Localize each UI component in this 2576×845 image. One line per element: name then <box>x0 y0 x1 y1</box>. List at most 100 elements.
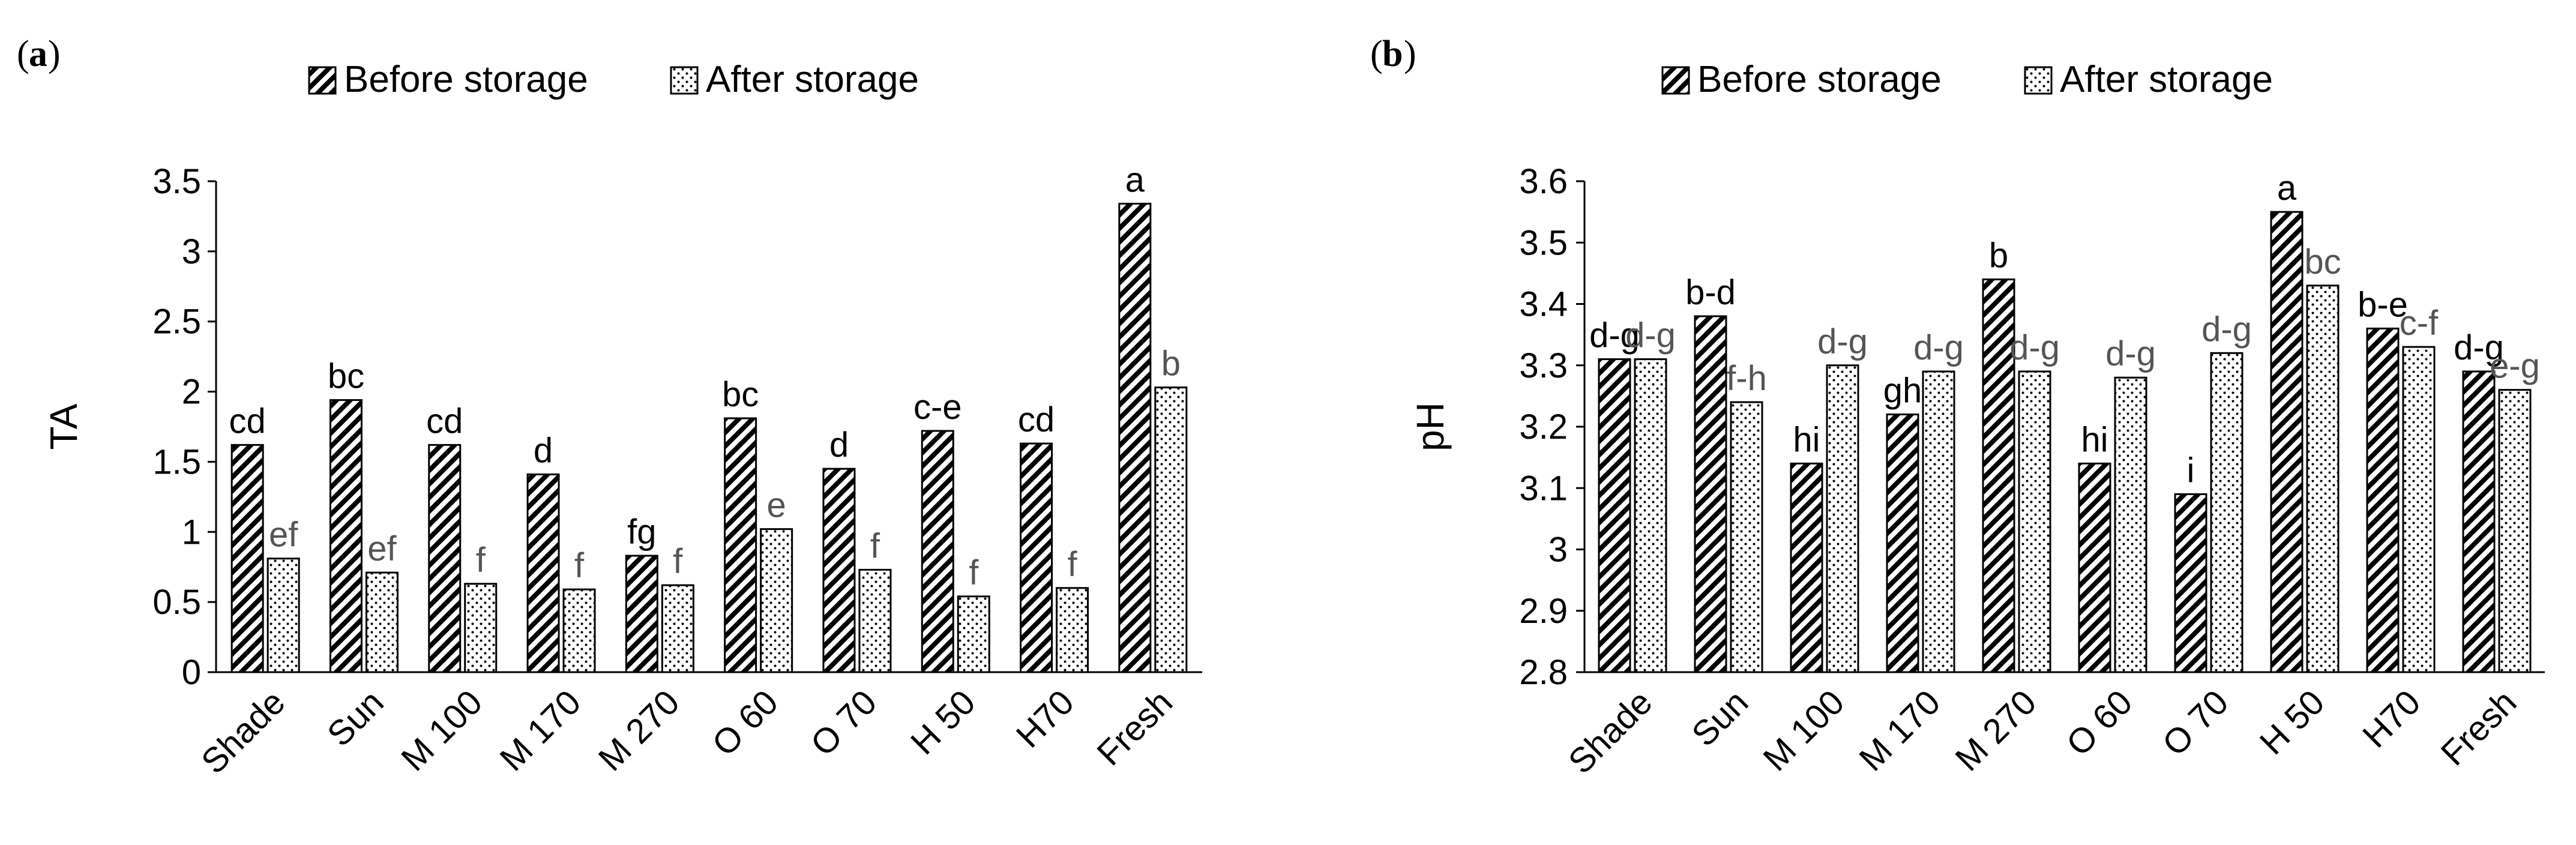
panel-a-header: ( a ) Before storage After storage <box>17 34 919 100</box>
bar-after-storage <box>661 584 694 673</box>
data-label-after: c-f <box>2400 304 2439 343</box>
bar-before-storage <box>428 444 462 673</box>
y-tick-label: 3 <box>182 232 201 271</box>
data-label-after: f <box>1067 545 1077 584</box>
bar-before-storage <box>921 430 954 673</box>
panel-a-letter: a <box>29 34 47 74</box>
data-label-after: bc <box>2304 242 2341 281</box>
x-category-label: O 60 <box>705 682 786 763</box>
bar-after-storage <box>1826 364 1859 673</box>
data-label-after: e <box>767 486 786 525</box>
x-category-label: M 170 <box>1852 682 1948 778</box>
bar-after-storage <box>365 571 399 673</box>
data-label-after: d-g <box>1625 316 1676 355</box>
data-label-after: f <box>574 546 585 585</box>
data-label-after: f <box>673 542 683 581</box>
y-axis-title: TA <box>42 403 85 450</box>
bar-before-storage <box>2174 493 2207 673</box>
bar-after-storage <box>2210 352 2243 673</box>
data-label-after: f <box>870 526 880 565</box>
data-label-after: e-g <box>2490 347 2540 386</box>
data-label-before: bc <box>328 357 364 396</box>
x-category-label: M 100 <box>1756 682 1852 778</box>
data-label-before: fg <box>627 513 656 552</box>
data-label-before: b-d <box>1685 273 1736 312</box>
panel-b-open-paren: ( <box>1370 34 1383 74</box>
data-label-after: d-g <box>2201 310 2252 349</box>
data-label-before: a <box>2277 169 2297 208</box>
legend-b-before-swatch <box>1661 66 1690 95</box>
x-category-label: M 170 <box>492 682 588 778</box>
y-tick-label: 3.3 <box>1519 346 1568 385</box>
bar-before-storage <box>724 417 757 673</box>
y-tick-label: 3.1 <box>1519 469 1568 508</box>
x-category-label: M 270 <box>1948 682 2044 778</box>
y-tick-label: 3.5 <box>1519 223 1568 262</box>
bar-after-storage <box>2402 346 2436 673</box>
y-axis-title: pH <box>1409 402 1452 451</box>
data-label-after: d-g <box>2105 334 2156 373</box>
y-tick-label: 3 <box>1548 531 1568 570</box>
x-category-label: Fresh <box>1089 682 1180 773</box>
data-label-before: cd <box>229 401 266 441</box>
y-tick-label: 2 <box>182 373 201 412</box>
data-label-after: d-g <box>2009 328 2060 367</box>
y-tick-label: 3.4 <box>1519 285 1568 324</box>
bar-after-storage <box>266 558 300 673</box>
data-label-before: hi <box>1793 420 1820 459</box>
bar-before-storage <box>1694 315 1727 673</box>
bar-before-storage <box>2078 462 2111 673</box>
legend-b-after-swatch <box>2024 66 2053 95</box>
bar-after-storage <box>562 588 596 673</box>
x-category-label: O 60 <box>2059 682 2140 763</box>
x-category-label: H70 <box>2355 682 2428 755</box>
bar-before-storage <box>1020 442 1053 673</box>
x-category-label: H 50 <box>903 682 983 762</box>
y-tick-label: 0.5 <box>152 583 201 622</box>
x-category-label: O 70 <box>803 682 884 763</box>
bar-before-storage <box>1790 462 1823 673</box>
data-label-before: cd <box>426 401 463 441</box>
x-category-label: H 50 <box>2252 682 2332 762</box>
y-tick-label: 2.5 <box>152 302 201 341</box>
legend-b-before-label: Before storage <box>1697 59 1942 100</box>
legend-a-before-swatch <box>308 66 337 95</box>
data-label-before: i <box>2187 451 2195 490</box>
bar-after-storage <box>2018 370 2051 673</box>
bar-before-storage <box>822 468 856 673</box>
panel-a-close-paren: ) <box>48 34 61 74</box>
x-category-label: Shade <box>1561 682 1660 781</box>
bar-before-storage <box>625 555 658 673</box>
legend-a-after-label: After storage <box>706 59 919 100</box>
x-category-label: Shade <box>194 682 293 781</box>
data-label-before: d-g <box>1589 316 1640 355</box>
data-label-after: ef <box>269 516 298 555</box>
data-label-after: d-g <box>1913 328 1964 367</box>
legend-a-after-swatch <box>670 66 699 95</box>
data-label-before: c-e <box>913 388 962 427</box>
y-tick-label: 3.5 <box>152 162 201 201</box>
panel-b-close-paren: ) <box>1404 34 1416 74</box>
x-category-label: O 70 <box>2155 682 2236 763</box>
data-label-before: b <box>1989 236 2008 275</box>
data-label-after: f-h <box>1726 359 1767 398</box>
x-category-label: Sun <box>320 682 391 754</box>
bar-before-storage <box>2270 211 2304 673</box>
bar-after-storage <box>1154 386 1188 673</box>
data-label-after: f <box>476 541 486 580</box>
panel-a-open-paren: ( <box>17 34 29 74</box>
y-tick-label: 3.6 <box>1519 162 1568 201</box>
x-category-label: H70 <box>1009 682 1082 755</box>
data-label-before: cd <box>1018 400 1055 439</box>
y-tick-label: 0 <box>182 653 201 692</box>
data-label-before: d <box>534 431 553 470</box>
data-label-before: hi <box>2081 420 2108 459</box>
bar-after-storage <box>957 595 990 673</box>
bar-before-storage <box>1886 413 1919 673</box>
data-label-before: d-g <box>2454 328 2504 367</box>
legend-a-before-label: Before storage <box>344 59 588 100</box>
bar-before-storage <box>2462 370 2496 673</box>
data-label-after: ef <box>367 529 397 568</box>
y-tick-label: 2.9 <box>1519 592 1568 631</box>
